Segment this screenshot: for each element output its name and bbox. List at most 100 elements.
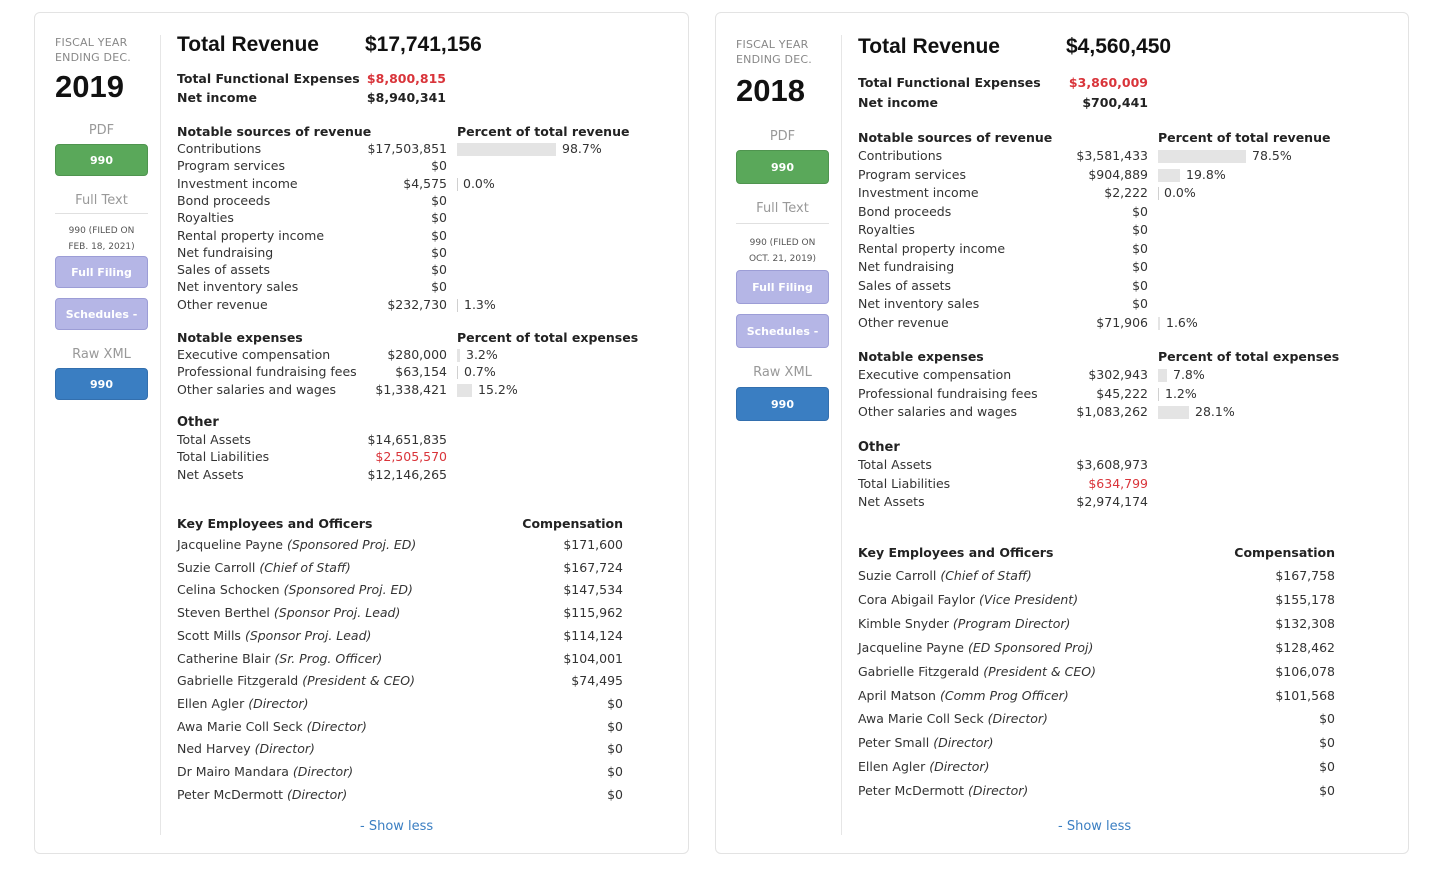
revenue-percent: 98.7% <box>562 141 602 156</box>
employee-title: (Comm Prog Officer) <box>939 687 1069 703</box>
employee-name: Celina Schocken <box>177 582 280 598</box>
filing-details: Total Revenue $4,560,450 Total Functional … <box>858 13 1408 853</box>
revenue-percent-bar <box>1158 187 1159 200</box>
employee-name: Gabrielle Fitzgerald <box>177 673 299 689</box>
employee-compensation: $0 <box>607 764 623 779</box>
pdf-label: PDF <box>88 123 115 138</box>
expense-percent-bar <box>457 383 472 397</box>
expense-row: Other salaries and wages $1,338,421 15.2% <box>177 382 688 399</box>
revenue-label: Net fundraising <box>177 244 274 260</box>
employee-name: Peter Small <box>858 735 930 751</box>
fiscal-year: 2019 <box>55 69 124 104</box>
full-filing-button[interactable]: Full Filing <box>55 256 148 288</box>
employee-compensation: $74,495 <box>571 673 623 689</box>
full-filing-button[interactable]: Full Filing <box>736 270 829 304</box>
schedules-button[interactable]: Schedules - <box>55 298 148 330</box>
net-income-label: Net income <box>177 90 257 105</box>
revenue-label: Sales of assets <box>177 262 271 278</box>
revenue-amount: $0 <box>431 279 447 295</box>
employee-row: Scott Mills (Sponsor Proj. Lead) $114,124 <box>177 628 688 643</box>
employee-compensation: $0 <box>1319 759 1335 775</box>
employee-row: Jacqueline Payne (Sponsored Proj. ED) $17… <box>177 537 688 552</box>
employee-title: (Director) <box>968 783 1029 799</box>
revenue-amount: $0 <box>431 262 447 278</box>
total-revenue-label: Total Revenue <box>177 33 319 56</box>
revenue-amount: $904,889 <box>1088 166 1148 182</box>
revenue-amount: $71,906 <box>1096 314 1148 330</box>
expense-percent: 28.1% <box>1195 404 1235 419</box>
employee-title: (Vice President) <box>978 591 1079 607</box>
employee-title: (ED Sponsored Proj) <box>967 639 1094 655</box>
other-label: Net Assets <box>177 466 244 482</box>
revenue-row: Other revenue $232,730 1.3% <box>177 297 688 314</box>
employee-compensation: $106,078 <box>1275 663 1335 679</box>
employee-name: Jacqueline Payne <box>858 639 964 655</box>
employee-name: Suzie Carroll <box>858 568 937 583</box>
other-amount: $2,974,174 <box>1076 494 1148 509</box>
full-text-label: Full Text <box>75 193 128 208</box>
employee-compensation: $128,462 <box>1275 639 1335 655</box>
employee-compensation: $114,124 <box>563 627 623 643</box>
employee-title: (Sponsor Proj. Lead) <box>273 605 401 621</box>
show-less-link[interactable]: - Show less <box>360 819 434 834</box>
revenue-label: Other revenue <box>858 314 949 330</box>
compensation-header: Compensation <box>522 516 623 531</box>
revenue-percent: 19.8% <box>1186 166 1226 182</box>
employee-name: Peter McDermott <box>177 786 284 802</box>
revenue-amount: $232,730 <box>387 296 447 312</box>
employee-compensation: $0 <box>607 695 623 711</box>
revenue-percent: 78.5% <box>1252 148 1292 163</box>
revenue-percent: 0.0% <box>463 175 495 191</box>
employee-name: Kimble Snyder <box>858 615 949 631</box>
other-row: Total Assets $14,651,835 <box>177 432 688 449</box>
expense-amount: $45,222 <box>1096 385 1148 401</box>
revenue-row: Sales of assets $0 <box>177 262 688 279</box>
revenue-percent: 1.3% <box>464 296 496 312</box>
other-row: Net Assets $2,974,174 <box>858 494 1408 511</box>
revenue-row: Royalties $0 <box>858 222 1408 239</box>
employee-row: Peter Small (Director) $0 <box>858 735 1408 750</box>
employee-title: (President & CEO) <box>302 673 415 689</box>
other-amount: $2,505,570 <box>375 449 447 465</box>
raw-xml-990-button[interactable]: 990 <box>55 368 148 400</box>
revenue-row: Royalties $0 <box>177 210 688 227</box>
revenue-amount: $0 <box>1132 259 1148 274</box>
expense-percent-bar <box>1158 369 1167 382</box>
fiscal-year: 2018 <box>736 73 805 108</box>
employee-name: Scott Mills <box>177 627 241 643</box>
employee-compensation: $167,724 <box>563 559 623 575</box>
employee-title: (Director) <box>248 695 309 711</box>
expense-amount: $280,000 <box>387 347 447 362</box>
expenses-header: Notable expenses <box>858 349 984 364</box>
revenue-percent-bar <box>457 177 458 191</box>
raw-xml-990-button[interactable]: 990 <box>736 387 829 421</box>
employee-row: Celina Schocken (Sponsored Proj. ED) $147… <box>177 582 688 597</box>
employee-name: Jacqueline Payne <box>177 537 283 552</box>
other-row: Net Assets $12,146,265 <box>177 467 688 484</box>
revenue-amount: $0 <box>1132 240 1148 256</box>
revenue-header: Notable sources of revenue <box>858 130 1053 145</box>
full-text-divider <box>736 223 829 224</box>
employee-compensation: $101,568 <box>1275 687 1335 703</box>
employee-compensation: $132,308 <box>1275 615 1335 631</box>
revenue-row: Rental property income $0 <box>177 228 688 245</box>
revenue-row: Rental property income $0 <box>858 241 1408 258</box>
expense-percent: 1.2% <box>1165 385 1197 401</box>
employee-compensation: $0 <box>1319 711 1335 727</box>
other-amount: $634,799 <box>1088 475 1148 491</box>
schedules-button[interactable]: Schedules - <box>736 314 829 348</box>
filing-sidebar: FISCAL YEAR ENDING DEC. 2019 PDF 990 Full Tex… <box>35 13 160 853</box>
expense-percent-bar <box>1158 406 1189 419</box>
pdf-990-button[interactable]: 990 <box>736 150 829 184</box>
revenue-amount: $0 <box>431 158 447 174</box>
revenue-row: Net fundraising $0 <box>177 245 688 262</box>
employee-row: Suzie Carroll (Chief of Staff) $167,724 <box>177 560 688 575</box>
expense-row: Professional fundraising fees $63,154 0.7% <box>177 364 688 381</box>
revenue-percent-bar <box>457 143 556 156</box>
revenue-row: Bond proceeds $0 <box>858 204 1408 221</box>
show-less-link[interactable]: - Show less <box>1058 819 1132 834</box>
other-header: Other <box>858 440 900 455</box>
revenue-amount: $0 <box>1132 203 1148 219</box>
pdf-990-button[interactable]: 990 <box>55 144 148 176</box>
revenue-label: Program services <box>177 158 286 174</box>
